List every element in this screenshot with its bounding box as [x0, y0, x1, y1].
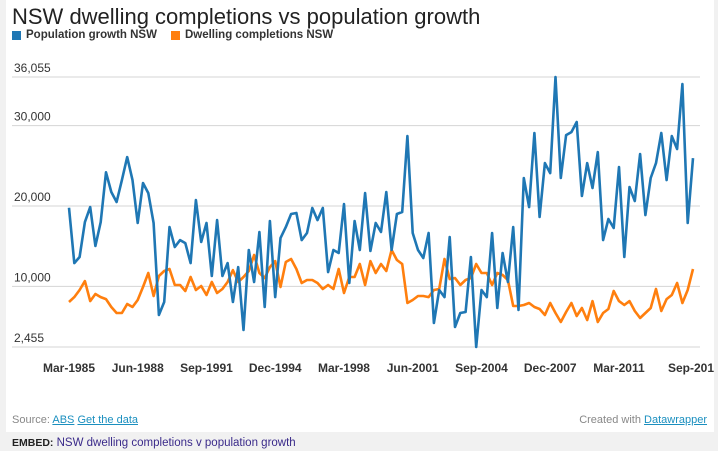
legend-swatch-dwelling — [170, 30, 180, 40]
x-tick-label: Jun-2001 — [387, 361, 439, 375]
legend: Population growth NSW Dwelling completio… — [12, 29, 333, 41]
y-tick-label: 2,455 — [14, 331, 44, 345]
plot-area: 36,055 30,000 20,000 10,000 2,455 Mar-1985 Jun… — [12, 61, 714, 375]
x-tick-label: Sep-201 — [668, 361, 714, 375]
chart-title: NSW dwelling completions vs population g… — [12, 4, 481, 29]
source-label: Source: — [12, 414, 50, 426]
embed-line: EMBED: NSW dwelling completions v popula… — [12, 437, 296, 449]
y-tick-label: 10,000 — [14, 270, 51, 284]
legend-item-dwelling: Dwelling completions NSW — [170, 29, 334, 41]
get-data-link[interactable]: Get the data — [77, 414, 138, 426]
series-line-dwelling — [68, 248, 695, 324]
y-tick-label: 30,000 — [14, 110, 51, 124]
x-tick-label: Mar-1985 — [43, 361, 95, 375]
legend-label-population: Population growth NSW — [26, 29, 157, 41]
legend-item-population: Population growth NSW — [12, 29, 157, 41]
series-line-population — [67, 75, 695, 349]
y-tick-label: 36,055 — [14, 61, 51, 75]
embed-title[interactable]: NSW dwelling completions v population gr… — [56, 437, 296, 449]
x-tick-label: Mar-2011 — [593, 361, 645, 375]
x-tick-label: Dec-1994 — [249, 361, 302, 375]
embed-label: EMBED: — [12, 437, 54, 449]
x-tick-label: Sep-1991 — [180, 361, 233, 375]
legend-swatch-population — [12, 30, 21, 40]
datawrapper-link[interactable]: Datawrapper — [644, 414, 707, 426]
y-tick-label: 20,000 — [14, 190, 51, 204]
source-link[interactable]: ABS — [52, 414, 75, 426]
x-tick-label: Sep-2004 — [455, 361, 508, 375]
x-tick-label: Dec-2007 — [524, 361, 577, 375]
x-tick-label: Jun-1988 — [112, 361, 164, 375]
chart-card — [6, 0, 714, 432]
created-label: Created with — [579, 414, 641, 426]
legend-label-dwelling: Dwelling completions NSW — [184, 29, 334, 41]
x-tick-label: Mar-1998 — [318, 361, 370, 375]
footer-credit: Created with Datawrapper — [579, 414, 707, 426]
footer-source: Source: ABS Get the data — [12, 414, 138, 426]
